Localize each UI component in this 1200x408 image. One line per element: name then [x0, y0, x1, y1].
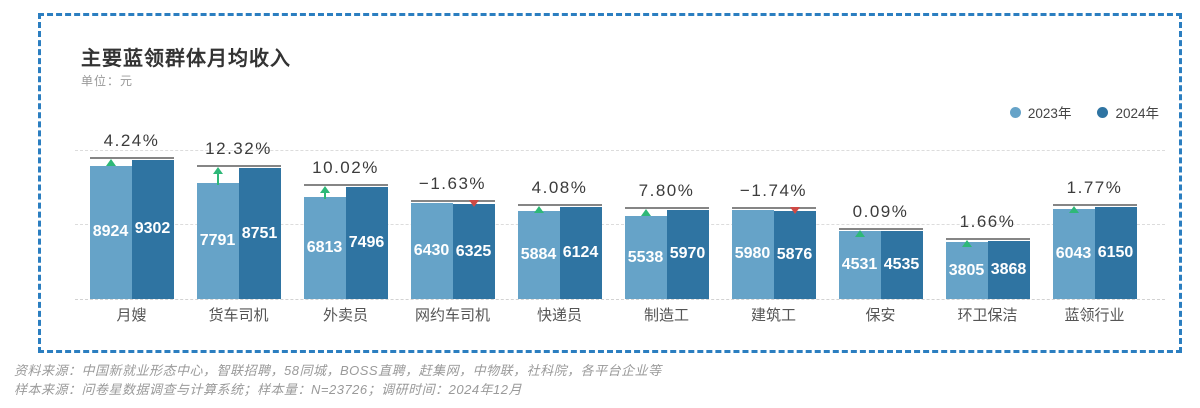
- chart-title: 主要蓝领群体月均收入: [81, 48, 291, 70]
- sample-source-line: 样本来源：问卷星数据调查与计算系统；样本量：N=23726；调研时间：2024年…: [14, 382, 523, 397]
- legend-item-2024: 2024年: [1097, 102, 1159, 122]
- legend-item-2023: 2023年: [1009, 102, 1072, 122]
- legend-label: 2023年: [1027, 106, 1072, 121]
- legend-dot-icon: [1097, 106, 1109, 118]
- data-source-line: 资料来源：中国新就业形态中心，智联招聘，58同城，BOSS直聘，赶集网，中物联，…: [14, 363, 662, 378]
- chart-unit-label: 单位：元: [81, 74, 134, 88]
- legend-dot-icon: [1009, 106, 1021, 118]
- chart-panel: 主要蓝领群体月均收入 单位：元 2023年 2024年: [38, 13, 1182, 353]
- source-notes: 资料来源：中国新就业形态中心，智联招聘，58同城，BOSS直聘，赶集网，中物联，…: [14, 361, 662, 399]
- legend-label: 2024年: [1115, 106, 1159, 121]
- chart-legend: 2023年 2024年: [1009, 102, 1159, 122]
